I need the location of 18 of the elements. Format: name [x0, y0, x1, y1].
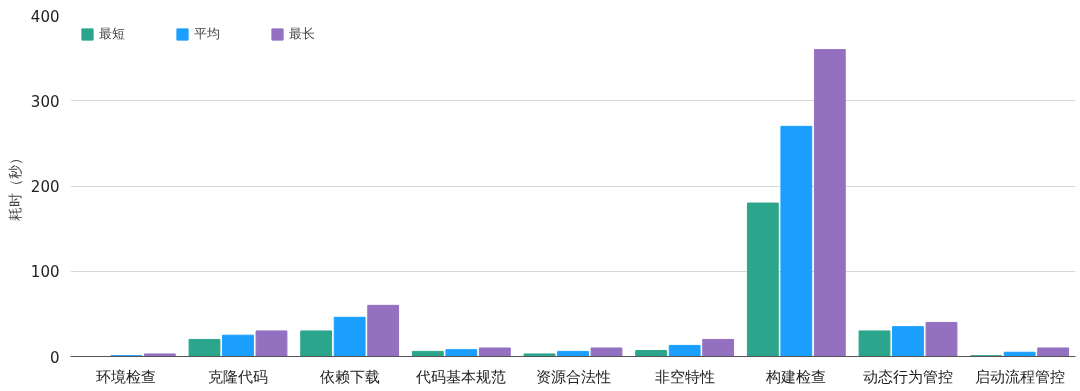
y-tick-label: 200: [30, 178, 60, 196]
legend-label: 最短: [99, 25, 125, 43]
x-tick-label: 动态行为管控: [863, 367, 953, 386]
legend-label: 平均: [194, 25, 220, 43]
x-tick-label: 非空特性: [654, 367, 715, 386]
y-tick-label: 0: [49, 348, 60, 367]
x-tick-label: 环境检查: [96, 367, 157, 386]
x-tick-label: 克隆代码: [208, 367, 268, 386]
y-axis-title: 耗时（秒）: [6, 151, 23, 221]
y-tick-label: 100: [30, 263, 60, 282]
x-tick-label: 资源合法性: [535, 367, 611, 386]
x-tick-label: 构建检查: [765, 367, 827, 386]
x-tick-label: 依赖下载: [319, 367, 380, 386]
y-tick-label: 400: [30, 7, 60, 26]
legend-label: 最长: [289, 25, 315, 43]
x-tick-label: 启动流程管控: [974, 367, 1065, 386]
x-tick-label: 代码基本规范: [415, 367, 507, 386]
y-tick-label: 300: [30, 92, 60, 111]
